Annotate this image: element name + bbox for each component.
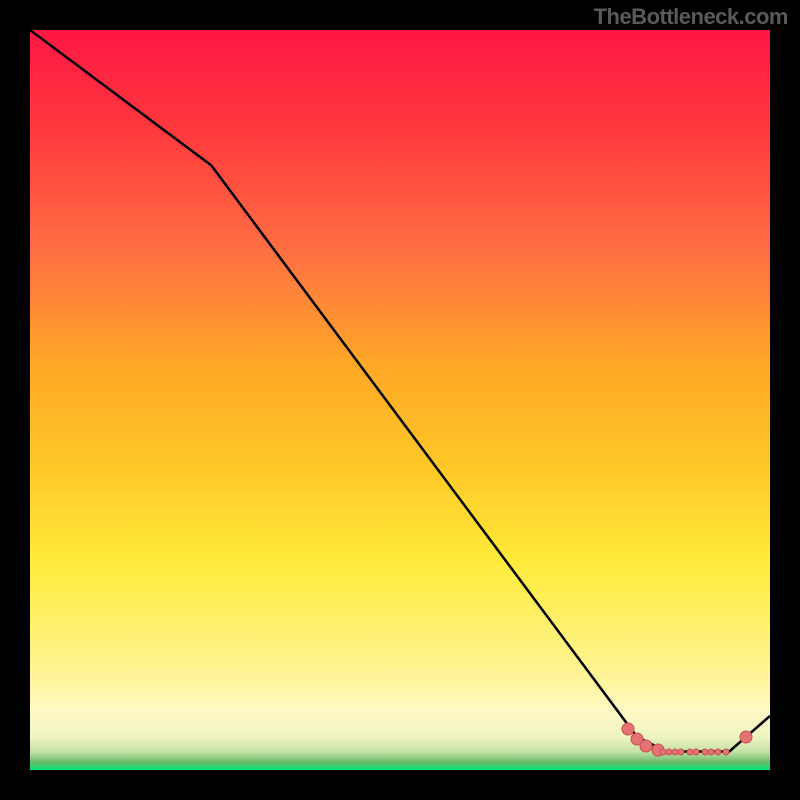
chart-line-layer	[30, 30, 770, 770]
plot-area	[30, 30, 770, 770]
data-marker	[722, 748, 729, 755]
data-marker	[707, 748, 714, 755]
chart-line	[30, 30, 770, 752]
watermark-text: TheBottleneck.com	[594, 4, 788, 30]
data-marker	[715, 748, 722, 755]
data-marker	[678, 748, 685, 755]
data-marker	[740, 730, 753, 743]
data-marker	[693, 748, 700, 755]
